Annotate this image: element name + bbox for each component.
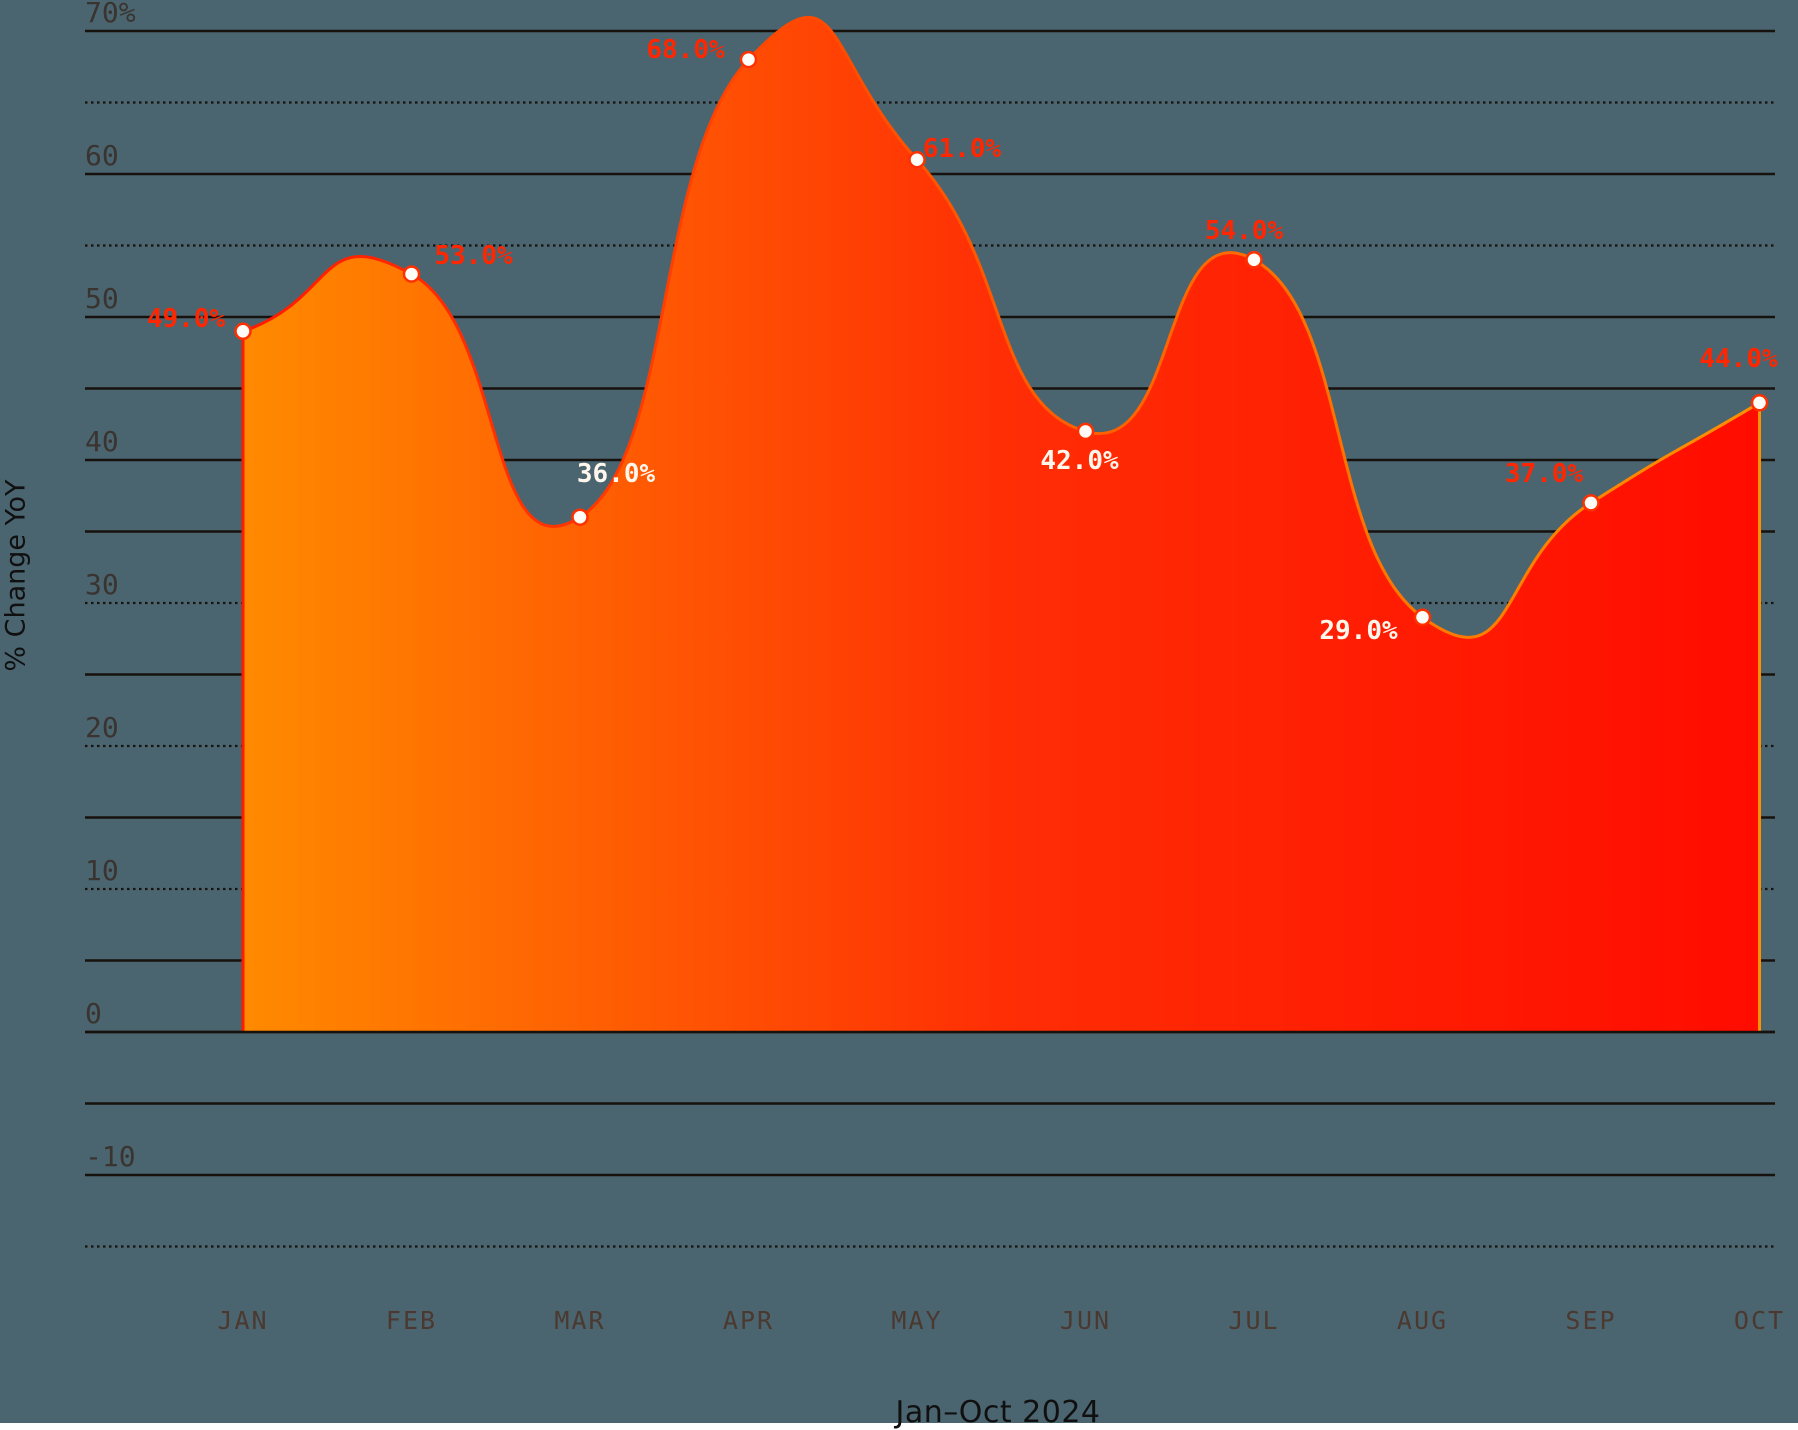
y-tick-label: 20 — [85, 711, 119, 744]
x-axis-caption: Jan–Oct 2024 — [798, 1395, 1198, 1430]
y-tick-label: 50 — [85, 282, 119, 315]
data-point-marker — [236, 324, 251, 339]
y-tick-label: -10 — [85, 1140, 136, 1173]
x-tick-label: OCT — [1734, 1306, 1785, 1335]
area-fill — [243, 17, 1760, 1032]
y-tick-label: 60 — [85, 139, 119, 172]
x-tick-label: MAR — [554, 1306, 605, 1335]
x-axis-labels: JAN FEB MAR APR MAY JUN JUL AUG SEP OCT — [217, 1306, 1785, 1335]
data-point-marker — [573, 510, 588, 525]
data-point-marker — [404, 267, 419, 282]
x-tick-label: FEB — [386, 1306, 437, 1335]
data-point-marker — [1752, 395, 1767, 410]
data-point-marker — [741, 52, 756, 67]
y-axis-title: % Change YoY — [1, 406, 32, 746]
x-tick-label: AUG — [1397, 1306, 1448, 1335]
x-tick-label: APR — [723, 1306, 774, 1335]
y-tick-label: 10 — [85, 854, 119, 887]
y-tick-label: 40 — [85, 425, 119, 458]
data-point-marker — [1078, 424, 1093, 439]
data-point-marker — [1247, 252, 1262, 267]
x-tick-label: JAN — [217, 1306, 268, 1335]
x-tick-label: JUL — [1228, 1306, 1279, 1335]
x-tick-label: JUN — [1060, 1306, 1111, 1335]
y-tick-label: 0 — [85, 997, 102, 1030]
y-tick-label: 70% — [85, 0, 136, 29]
data-point-marker — [1584, 495, 1599, 510]
x-tick-label: MAY — [891, 1306, 942, 1335]
y-tick-label: 30 — [85, 568, 119, 601]
data-point-marker — [1415, 610, 1430, 625]
data-point-marker — [910, 152, 925, 167]
x-tick-label: SEP — [1565, 1306, 1616, 1335]
